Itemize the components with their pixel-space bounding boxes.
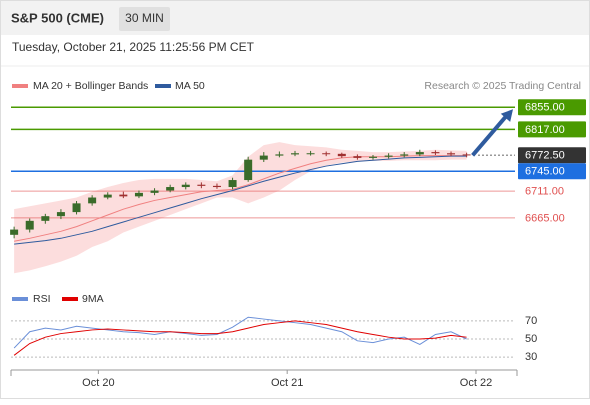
candle-body xyxy=(134,192,143,197)
legend-label: RSI xyxy=(33,293,51,305)
x-tick-label: Oct 20 xyxy=(82,377,114,389)
level-label: 6745.00 xyxy=(525,166,565,178)
candle-body xyxy=(212,185,221,188)
legend-label: 9MA xyxy=(82,293,104,305)
candle-body xyxy=(244,159,253,181)
level-box xyxy=(518,147,586,164)
candle-body xyxy=(369,156,378,158)
arrow-head xyxy=(500,109,513,122)
candle-body xyxy=(88,197,97,204)
forecast-arrow xyxy=(471,113,509,157)
candle-body xyxy=(290,153,299,155)
candle-body xyxy=(447,153,456,155)
candle-body xyxy=(353,156,362,158)
level-label: 6711.00 xyxy=(525,186,564,198)
rsi-line xyxy=(13,316,467,349)
level-box xyxy=(518,163,586,180)
rsi-tick-label: 50 xyxy=(525,333,537,345)
candle-body xyxy=(306,153,315,155)
rsi-tick-label: 30 xyxy=(525,351,537,363)
legend-label: MA 20 + Bollinger Bands xyxy=(33,80,148,92)
candle-body xyxy=(322,153,331,155)
candle-body xyxy=(431,152,440,154)
x-tick-label: Oct 21 xyxy=(271,377,303,389)
legend-swatch xyxy=(155,84,171,88)
level-box xyxy=(518,121,586,138)
chart-title: S&P 500 (CME) xyxy=(11,10,104,25)
candle-body xyxy=(384,155,393,157)
level-label: 6665.00 xyxy=(525,212,565,224)
candle-body xyxy=(10,229,19,235)
legend-swatch xyxy=(62,297,78,301)
legend-label: MA 50 xyxy=(175,80,205,92)
ma-line xyxy=(14,155,467,245)
x-tick-label: Oct 22 xyxy=(460,377,492,389)
candle-body xyxy=(56,212,65,217)
source: Research © 2025 Trading Central xyxy=(424,80,581,92)
rsi-line xyxy=(13,320,467,356)
candle-body xyxy=(103,194,112,198)
candle-body xyxy=(415,152,424,155)
candle-body xyxy=(150,190,159,193)
level-label: 6855.00 xyxy=(525,102,565,114)
candle-body xyxy=(72,203,81,213)
candle-body xyxy=(337,153,346,157)
header-bar xyxy=(1,1,589,35)
level-box xyxy=(518,99,586,116)
level-label: 6772.50 xyxy=(525,150,565,162)
candle-body xyxy=(25,220,34,230)
interval: 30 MIN xyxy=(125,11,164,25)
candle-body xyxy=(462,154,471,156)
candle-body xyxy=(228,180,237,188)
subtitle: Tuesday, October 21, 2025 11:25:56 PM CE… xyxy=(12,40,255,54)
candle-body xyxy=(41,216,50,221)
legend-swatch xyxy=(12,297,28,301)
candle-body xyxy=(275,154,284,156)
level-label: 6817.00 xyxy=(525,124,565,136)
candle-body xyxy=(400,154,409,156)
candle-body xyxy=(259,155,268,160)
candle-body xyxy=(181,184,190,188)
interval-box xyxy=(119,7,170,31)
legend-swatch xyxy=(12,84,28,88)
rsi-tick-label: 70 xyxy=(525,315,537,327)
candle-body xyxy=(197,184,206,186)
candle-body xyxy=(119,194,128,197)
candle-body xyxy=(166,187,175,191)
